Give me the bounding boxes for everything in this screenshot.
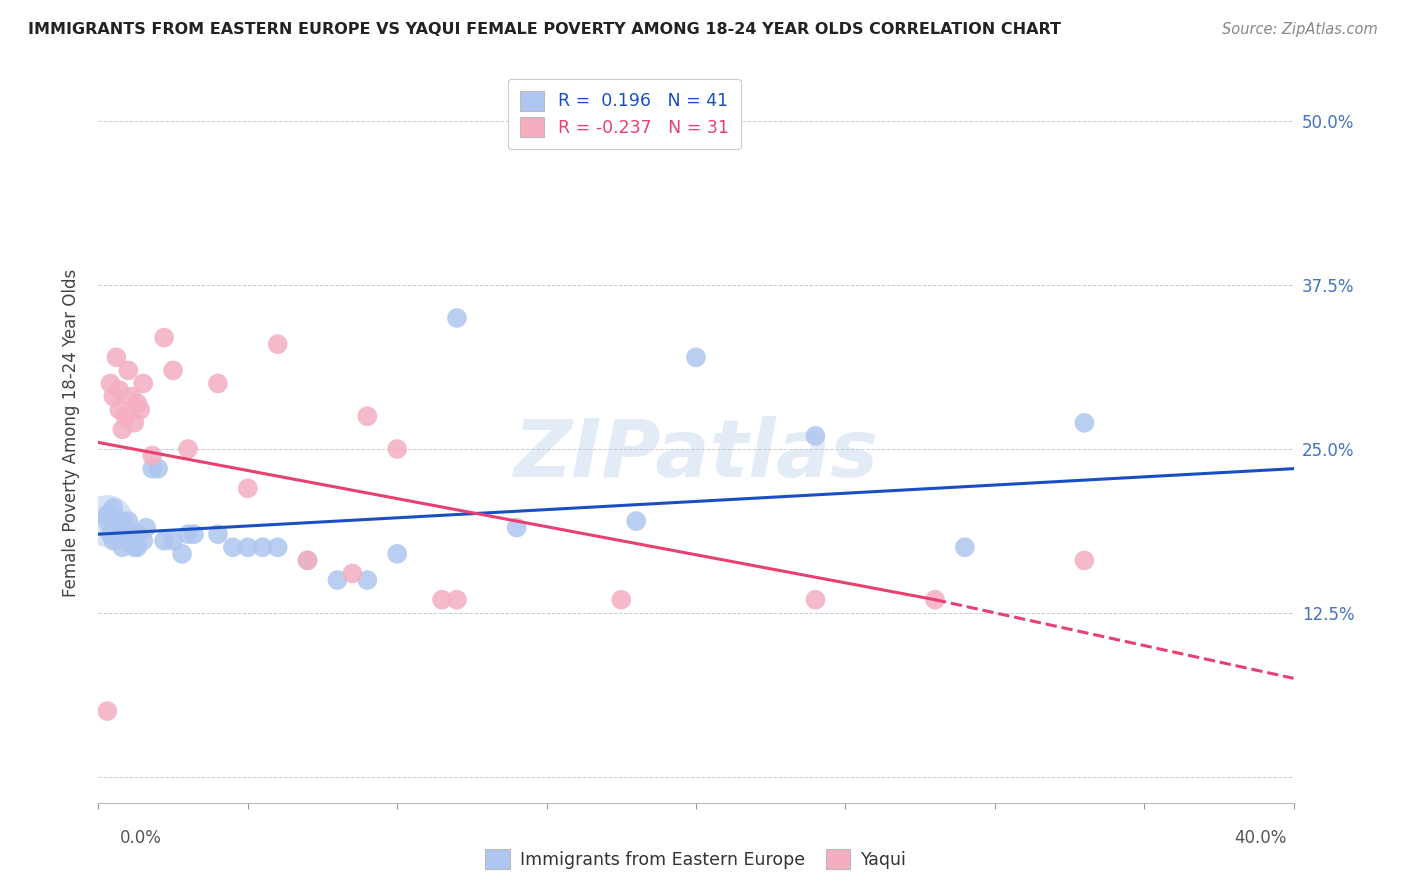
Point (98, 376, 122, 391)
Point (141, 461, 163, 475)
Point (804, 429, 827, 443)
Point (105, 351, 128, 365)
Point (177, 527, 200, 541)
Point (610, 592, 633, 607)
Point (141, 449, 163, 463)
Point (98, 527, 122, 541)
Point (162, 363, 184, 377)
Point (236, 481, 259, 495)
Point (117, 514, 139, 528)
Text: 40.0%: 40.0% (1234, 829, 1286, 847)
Point (96, 704, 118, 718)
Point (108, 383, 131, 397)
Point (153, 330, 176, 344)
Point (177, 442, 200, 456)
Point (385, 547, 409, 561)
Point (446, 310, 468, 325)
Point (207, 376, 229, 391)
Point (183, 527, 205, 541)
Point (356, 573, 378, 587)
Point (111, 541, 134, 555)
Point (108, 402, 131, 417)
Point (1073, 553, 1095, 567)
Point (162, 533, 184, 548)
Point (114, 527, 136, 541)
Point (96, 508, 118, 522)
Point (430, 592, 453, 607)
Point (117, 363, 139, 377)
Point (129, 402, 152, 417)
Point (132, 533, 155, 548)
Point (685, 351, 707, 365)
Point (267, 337, 290, 351)
Text: ZIPatlas: ZIPatlas (513, 416, 879, 494)
Point (127, 396, 149, 410)
Point (111, 514, 134, 528)
Point (953, 541, 976, 555)
Point (132, 376, 155, 391)
Point (297, 553, 319, 567)
Point (127, 527, 149, 541)
Point (356, 409, 378, 424)
Point (804, 592, 827, 607)
Point (111, 422, 134, 436)
Point (172, 547, 194, 561)
Text: 0.0%: 0.0% (120, 829, 162, 847)
Legend: Immigrants from Eastern Europe, Yaqui: Immigrants from Eastern Europe, Yaqui (475, 838, 917, 880)
Point (114, 409, 136, 424)
Point (1073, 416, 1095, 430)
Point (103, 533, 125, 548)
Point (252, 541, 274, 555)
Point (267, 541, 290, 555)
Point (326, 573, 349, 587)
Point (103, 390, 125, 404)
Point (127, 541, 149, 555)
Text: Source: ZipAtlas.com: Source: ZipAtlas.com (1222, 22, 1378, 37)
Point (385, 442, 409, 456)
Point (446, 592, 468, 607)
Point (117, 533, 139, 548)
Point (148, 461, 170, 475)
Point (108, 527, 131, 541)
Point (124, 416, 146, 430)
Point (120, 527, 142, 541)
Point (135, 521, 157, 535)
Point (120, 390, 142, 404)
Point (626, 514, 648, 528)
Point (236, 541, 259, 555)
Point (222, 541, 245, 555)
Point (103, 500, 125, 515)
Text: IMMIGRANTS FROM EASTERN EUROPE VS YAQUI FEMALE POVERTY AMONG 18-24 YEAR OLDS COR: IMMIGRANTS FROM EASTERN EUROPE VS YAQUI … (28, 22, 1062, 37)
Point (153, 533, 176, 548)
Point (924, 592, 946, 607)
Point (105, 514, 128, 528)
Point (207, 527, 229, 541)
Point (96, 514, 118, 528)
Point (342, 566, 364, 581)
Y-axis label: Female Poverty Among 18-24 Year Olds: Female Poverty Among 18-24 Year Olds (62, 268, 80, 597)
Point (297, 553, 319, 567)
Point (96, 514, 118, 528)
Point (124, 541, 146, 555)
Point (506, 521, 529, 535)
